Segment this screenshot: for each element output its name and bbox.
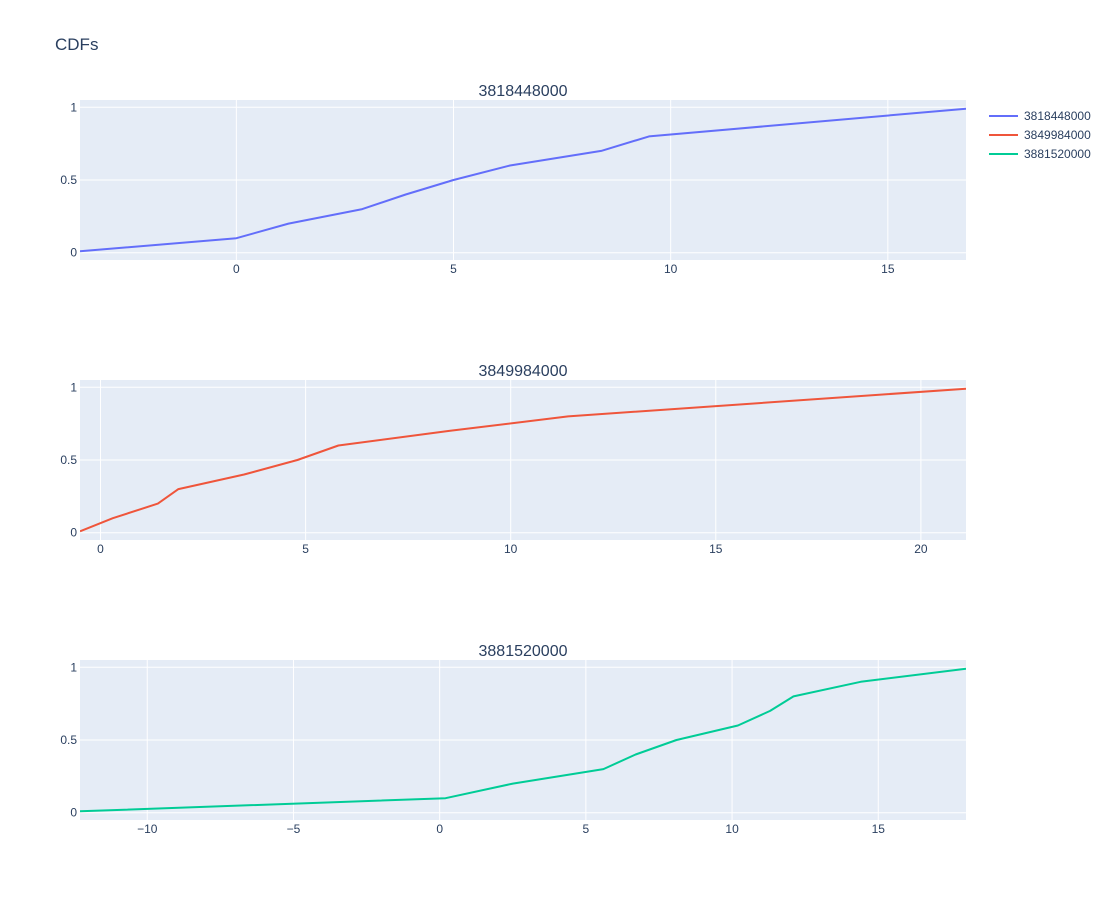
x-tick-label: 10: [504, 542, 518, 556]
subplot-3: −10 −5 0 5 10 15 0 0.5 1 3881520000: [60, 643, 966, 836]
x-tick-label: 15: [872, 822, 886, 836]
x-tick-label: 0: [233, 262, 240, 276]
chart-main-title: CDFs: [55, 35, 98, 54]
legend-item-2[interactable]: 3849984000: [989, 128, 1091, 142]
legend-label: 3818448000: [1024, 109, 1091, 123]
y-tick-label: 1: [70, 100, 77, 114]
y-tick-label: 0: [70, 526, 77, 540]
y-tick-label: 0.5: [60, 173, 77, 187]
x-tick-label: −5: [287, 822, 301, 836]
x-tick-label: 0: [97, 542, 104, 556]
y-tick-label: 0: [70, 806, 77, 820]
series-line-2: [80, 387, 966, 533]
x-tick-label: −10: [137, 822, 158, 836]
legend-item-1[interactable]: 3818448000: [989, 109, 1091, 123]
x-tick-label: 5: [450, 262, 457, 276]
subplot-2: 0 5 10 15 20 0 0.5 1 3849984000: [60, 363, 966, 556]
legend-label: 3881520000: [1024, 147, 1091, 161]
x-tick-label: 0: [436, 822, 443, 836]
y-tick-label: 1: [70, 660, 77, 674]
x-tick-label: 10: [664, 262, 678, 276]
subplot-title: 3818448000: [479, 83, 568, 100]
series-line-1: [80, 107, 966, 253]
x-tick-label: 15: [881, 262, 895, 276]
subplot-title: 3881520000: [479, 643, 568, 660]
x-tick-label: 20: [914, 542, 928, 556]
series-line-3: [80, 667, 966, 813]
x-tick-label: 5: [583, 822, 590, 836]
legend[interactable]: 3818448000 3849984000 3881520000: [989, 109, 1091, 161]
x-tick-label: 15: [709, 542, 723, 556]
x-tick-label: 5: [302, 542, 309, 556]
y-tick-label: 0: [70, 246, 77, 260]
subplot-1: 0 5 10 15 0 0.5 1 3818448000: [60, 83, 966, 276]
legend-label: 3849984000: [1024, 128, 1091, 142]
subplot-title: 3849984000: [479, 363, 568, 380]
y-tick-label: 0.5: [60, 453, 77, 467]
y-tick-label: 1: [70, 380, 77, 394]
x-tick-label: 10: [725, 822, 739, 836]
y-tick-label: 0.5: [60, 733, 77, 747]
legend-item-3[interactable]: 3881520000: [989, 147, 1091, 161]
